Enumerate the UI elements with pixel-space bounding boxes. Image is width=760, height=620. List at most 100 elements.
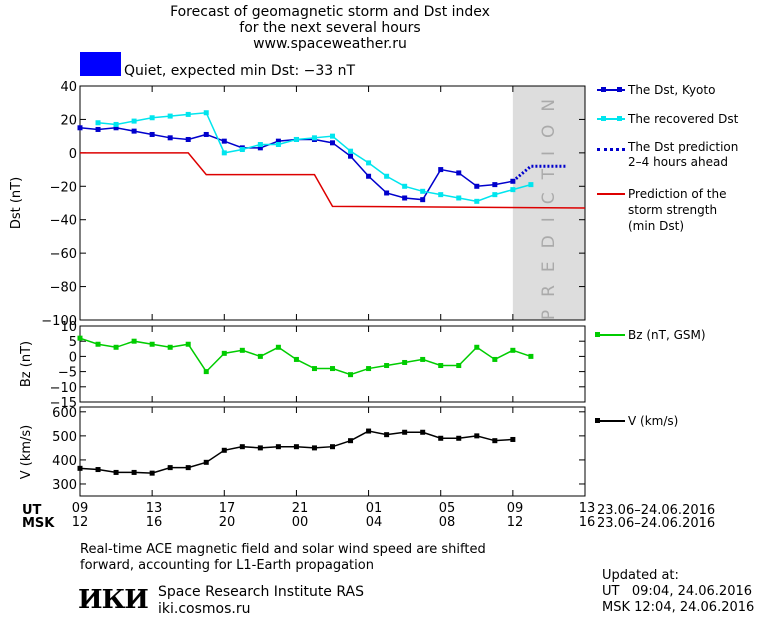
y-tick-label: −10 [50, 381, 77, 396]
institute-site-link[interactable]: iki.cosmos.ru [158, 601, 251, 617]
legend-recovered-marker [617, 116, 622, 121]
footnote-line-1: Real-time ACE magnetic field and solar w… [80, 542, 486, 557]
data-point [438, 167, 444, 173]
panel-frame-v [79, 406, 586, 497]
series-line-v-0 [79, 430, 513, 474]
y-tick-label: −80 [50, 281, 77, 296]
ut-tick: 05 [438, 501, 456, 516]
data-point [438, 192, 444, 198]
data-point [311, 135, 317, 141]
data-point [221, 138, 227, 144]
data-point [330, 444, 335, 450]
data-point [456, 195, 462, 201]
data-point [384, 190, 390, 196]
data-point [95, 467, 101, 473]
data-point [185, 136, 191, 142]
data-point [492, 438, 498, 444]
data-point [420, 429, 426, 435]
data-point [492, 192, 498, 198]
y-tick-label: 10 [60, 320, 77, 335]
legend-recovered-line [597, 118, 625, 120]
data-point [167, 344, 173, 350]
ut-tick: 21 [291, 501, 309, 516]
msk-tick: 20 [218, 515, 236, 530]
y-axis-label: V (km/s) [19, 425, 34, 480]
data-point [420, 356, 426, 362]
data-point [348, 153, 354, 159]
data-point [293, 444, 299, 450]
data-point [167, 135, 173, 141]
ut-tick: 09 [506, 501, 524, 516]
y-tick-label: 300 [52, 478, 77, 493]
chart-subtitle: for the next several hours [239, 20, 421, 36]
data-point [257, 353, 263, 359]
y-tick-label: 40 [60, 80, 77, 95]
legend-storm-line [597, 193, 625, 195]
legend-storm-label-1: Prediction of the [628, 187, 727, 201]
data-point [275, 138, 281, 144]
msk-tick: 04 [365, 515, 383, 530]
ut-tick: 17 [218, 501, 236, 516]
data-point [330, 366, 335, 372]
data-point [366, 428, 372, 434]
y-tick-label: −100 [41, 314, 77, 329]
prediction-band [512, 86, 585, 320]
data-point [185, 111, 191, 117]
data-point [330, 140, 335, 146]
data-point [311, 366, 317, 372]
data-point [492, 182, 498, 188]
updated-msk: MSK 12:04, 24.06.2016 [602, 600, 755, 615]
y-tick-label: −5 [58, 366, 77, 381]
data-point [402, 183, 408, 189]
data-point [438, 435, 444, 441]
data-point [203, 131, 209, 137]
data-point [167, 113, 173, 119]
data-point [420, 197, 426, 203]
y-tick-label: 400 [52, 454, 77, 469]
data-point [167, 465, 173, 471]
data-point [402, 195, 408, 201]
data-point [149, 131, 155, 137]
data-point [528, 182, 534, 188]
data-point [384, 432, 390, 438]
ut-tick: 09 [71, 501, 89, 516]
data-point [203, 369, 209, 375]
data-point [131, 118, 137, 124]
msk-tick: 16 [145, 515, 163, 530]
data-point [366, 366, 372, 372]
legend-dst-kyoto-marker [601, 87, 606, 92]
data-point [257, 445, 263, 451]
legend-dst-kyoto-label: The Dst, Kyoto [628, 83, 716, 97]
y-tick-label: 500 [52, 430, 77, 445]
msk-label: MSK [22, 516, 55, 531]
msk-tick: 12 [506, 515, 524, 530]
data-point [113, 469, 119, 475]
data-point [77, 125, 83, 131]
panel-frame-bz [79, 325, 586, 403]
y-tick-label: 0 [69, 147, 77, 162]
data-point [420, 188, 426, 194]
data-point [113, 125, 119, 131]
legend-storm-label-2: storm strength [628, 203, 718, 217]
data-point [348, 372, 354, 378]
data-point [528, 353, 534, 359]
series-line-bz-0 [79, 337, 532, 376]
data-point [113, 121, 119, 127]
msk-tick: 00 [291, 515, 309, 530]
y-tick-label: 0 [69, 350, 77, 365]
data-point [95, 126, 101, 132]
legend-bz-marker [595, 332, 600, 337]
y-axis-label: Dst (nT) [9, 177, 24, 229]
legend-recovered-label: The recovered Dst [628, 112, 739, 126]
data-point [474, 344, 480, 350]
data-point [438, 363, 444, 369]
series-line-dst-3 [80, 152, 586, 209]
data-point [275, 444, 281, 450]
legend-prediction-label-2: 2–4 hours ahead [628, 155, 728, 169]
msk-tick: 08 [438, 515, 456, 530]
ut-tick: 13 [578, 501, 596, 516]
data-point [131, 128, 137, 134]
updated-label: Updated at: [602, 568, 679, 583]
data-point [113, 344, 119, 350]
data-point [131, 338, 137, 344]
